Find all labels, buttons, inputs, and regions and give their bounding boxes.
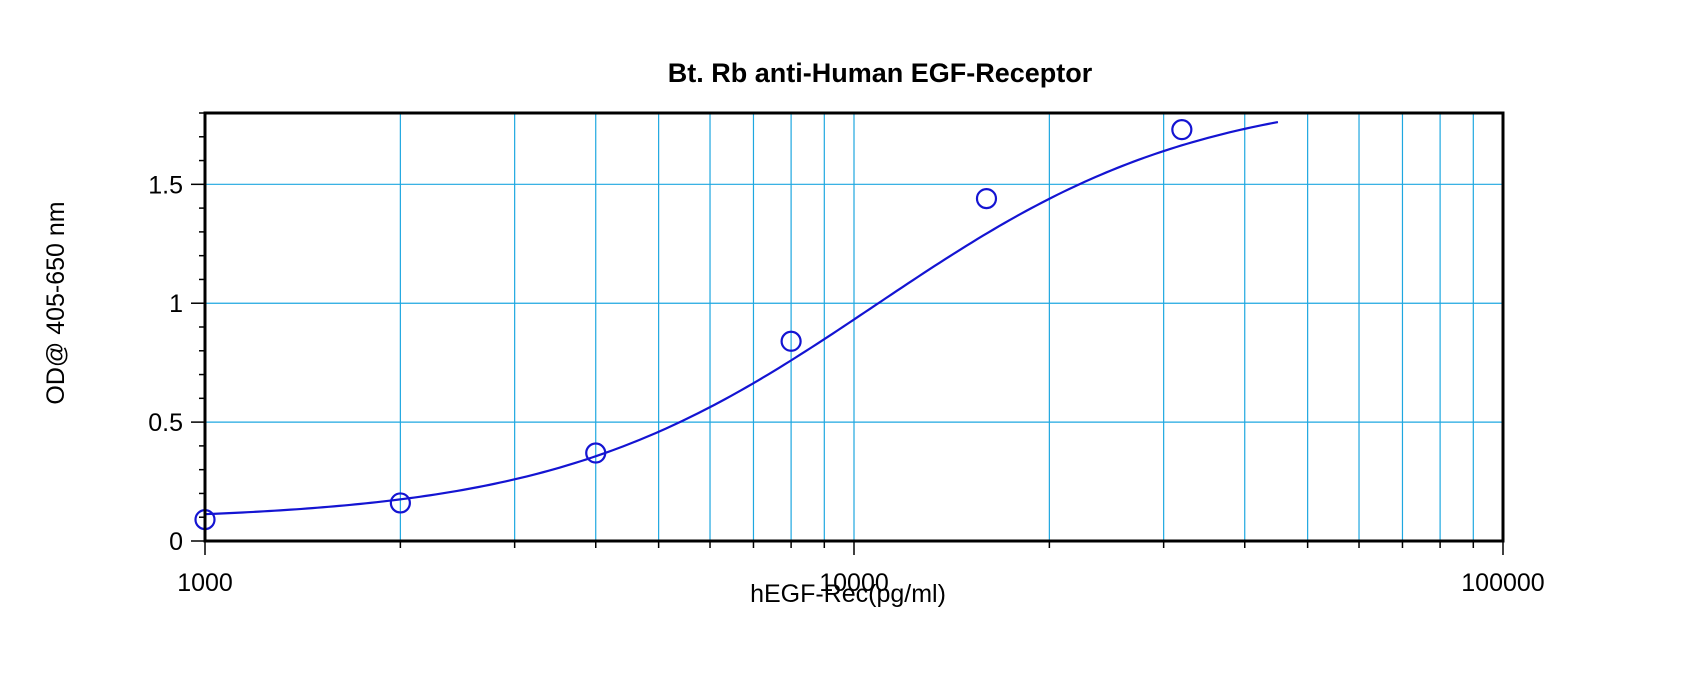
- fit-curve-line: [204, 120, 1279, 516]
- x-tick-label: 100000: [1461, 569, 1544, 597]
- x-tick-label: 10000: [819, 569, 889, 597]
- axes-layer: [191, 111, 1505, 555]
- y-tick-label: 0: [169, 528, 183, 556]
- tick-labels-layer: 1000 10000 100000 0 0.5 1 1.5: [148, 171, 1544, 597]
- y-tick-label: 1: [169, 290, 183, 318]
- y-tick-label: 1.5: [148, 171, 183, 199]
- points-layer: [194, 119, 1193, 531]
- x-axis-label: hEGF-Rec(pg/ml): [750, 580, 946, 608]
- data-point: [780, 330, 802, 352]
- y-tick-label: 0.5: [148, 409, 183, 437]
- y-axis-label: OD@ 405-650 nm: [42, 201, 70, 404]
- data-point: [975, 188, 998, 210]
- data-point: [585, 442, 607, 464]
- x-tick-label: 1000: [177, 569, 233, 597]
- grid-layer: [205, 113, 1503, 541]
- curve-layer: [204, 120, 1279, 516]
- chart-title: Bt. Rb anti-Human EGF-Receptor: [668, 58, 1093, 88]
- data-point: [389, 492, 411, 514]
- data-point: [1171, 119, 1193, 141]
